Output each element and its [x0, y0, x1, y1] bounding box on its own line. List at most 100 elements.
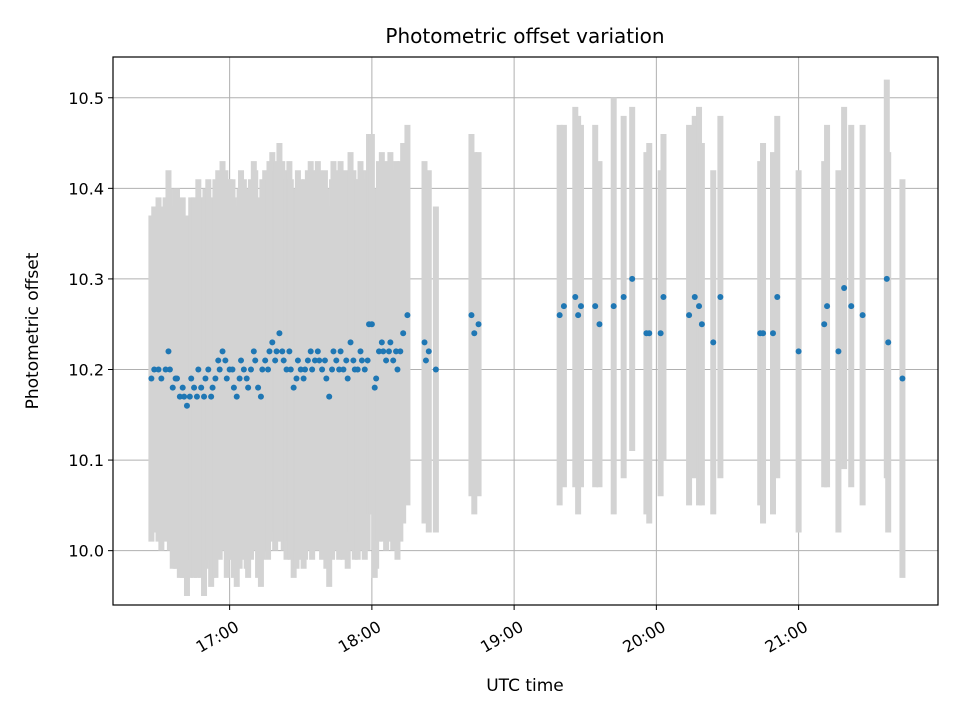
data-point [309, 366, 316, 373]
data-point [760, 330, 767, 337]
data-point [169, 384, 176, 391]
data-point [560, 303, 567, 310]
data-point [215, 357, 222, 364]
data-point [696, 303, 703, 310]
data-point [841, 284, 848, 291]
data-point [179, 384, 186, 391]
data-point [229, 366, 236, 373]
data-point [316, 357, 323, 364]
data-point [329, 366, 336, 373]
data-point [250, 348, 257, 355]
data-point [835, 348, 842, 355]
data-point [691, 294, 698, 301]
data-point [337, 348, 344, 355]
data-point [380, 348, 387, 355]
data-point [198, 384, 205, 391]
y-tick-label: 10.3 [68, 270, 104, 289]
data-point [314, 348, 321, 355]
data-point [255, 384, 262, 391]
data-point [151, 366, 158, 373]
y-tick-label: 10.2 [68, 360, 104, 379]
data-point [350, 357, 357, 364]
data-point [280, 357, 287, 364]
data-point [176, 393, 183, 400]
y-tick-label: 10.0 [68, 542, 104, 561]
data-point [276, 330, 283, 337]
data-point [344, 375, 351, 382]
data-point [371, 384, 378, 391]
data-point [148, 375, 155, 382]
data-point [223, 375, 230, 382]
data-point [468, 312, 475, 319]
data-point [247, 366, 254, 373]
data-point [209, 384, 216, 391]
data-point [233, 393, 240, 400]
data-point [183, 402, 190, 409]
data-point [230, 384, 237, 391]
data-point [279, 348, 286, 355]
data-point [596, 321, 603, 328]
data-point [202, 375, 209, 382]
data-point [300, 375, 307, 382]
data-point [425, 348, 432, 355]
data-point [357, 348, 364, 355]
data-point [572, 294, 579, 301]
data-point [266, 348, 273, 355]
data-point [240, 366, 247, 373]
data-point [343, 357, 350, 364]
data-point [646, 330, 653, 337]
data-point [394, 366, 401, 373]
data-point [166, 366, 173, 373]
data-point [293, 375, 300, 382]
data-point [188, 375, 195, 382]
data-points [148, 275, 906, 409]
data-point [575, 312, 582, 319]
data-point [195, 366, 202, 373]
data-point [201, 393, 208, 400]
data-point [859, 312, 866, 319]
data-point [165, 348, 172, 355]
data-point [323, 375, 330, 382]
data-point [824, 303, 831, 310]
data-point [336, 366, 343, 373]
data-point [422, 357, 429, 364]
x-tick-label: 20:00 [619, 617, 668, 657]
data-point [245, 384, 252, 391]
x-tick-label: 17:00 [193, 617, 242, 657]
data-point [385, 348, 392, 355]
y-axis: 10.0 10.1 10.2 10.3 10.4 10.5 [68, 89, 113, 561]
data-point [191, 384, 198, 391]
data-point [404, 312, 411, 319]
data-point [283, 366, 290, 373]
data-point [393, 348, 400, 355]
data-point [378, 339, 385, 346]
data-point [821, 321, 828, 328]
x-tick-label: 21:00 [762, 617, 811, 657]
data-point [390, 357, 397, 364]
data-point [333, 357, 340, 364]
data-point [373, 375, 380, 382]
data-point [158, 375, 165, 382]
data-point [899, 375, 906, 382]
data-point [222, 357, 229, 364]
data-point [307, 348, 314, 355]
data-point [219, 348, 226, 355]
data-point [181, 393, 188, 400]
data-point [421, 339, 428, 346]
data-point [290, 384, 297, 391]
data-point [883, 275, 890, 282]
data-point [592, 303, 599, 310]
data-point [657, 330, 664, 337]
data-point [686, 312, 693, 319]
data-point [698, 321, 705, 328]
data-point [848, 303, 855, 310]
data-point [319, 366, 326, 373]
data-point [304, 357, 311, 364]
y-tick-label: 10.5 [68, 89, 104, 108]
data-point [286, 348, 293, 355]
data-point [272, 357, 279, 364]
data-point [243, 375, 250, 382]
y-tick-label: 10.4 [68, 179, 104, 198]
data-point [236, 375, 243, 382]
data-point [186, 393, 193, 400]
